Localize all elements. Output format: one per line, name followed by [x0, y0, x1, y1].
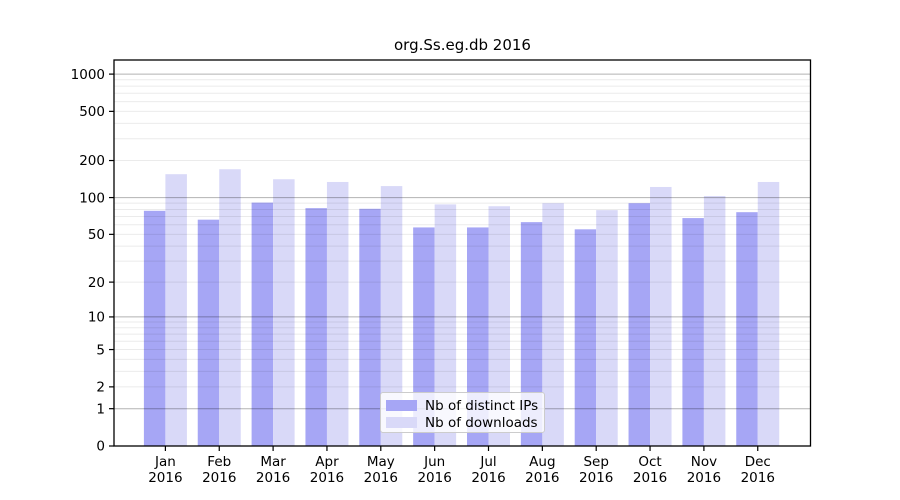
- x-tick-label-month-jan: Jan: [154, 454, 176, 470]
- chart-title: org.Ss.eg.db 2016: [394, 36, 531, 54]
- y-tick-label-20: 20: [88, 275, 105, 291]
- x-tick-label-year-may: 2016: [364, 470, 398, 486]
- y-tick-label-100: 100: [79, 190, 105, 206]
- bar-distinct-ips-jul: [467, 227, 489, 446]
- bar-downloads-may: [380, 186, 403, 446]
- bar-distinct-ips-mar: [251, 202, 274, 446]
- x-tick-label-month-feb: Feb: [207, 454, 231, 470]
- x-tick-label-month-aug: Aug: [529, 454, 555, 470]
- x-tick-label-year-mar: 2016: [256, 470, 290, 486]
- x-tick-label-year-dec: 2016: [741, 470, 775, 486]
- x-tick-label-year-jul: 2016: [471, 470, 505, 486]
- bar-downloads-nov: [703, 195, 726, 446]
- bar-downloads-jun: [434, 204, 457, 446]
- x-tick-label-month-dec: Dec: [745, 454, 771, 470]
- x-tick-label-year-jun: 2016: [417, 470, 451, 486]
- bar-downloads-dec: [757, 181, 780, 446]
- bar-distinct-ips-may: [359, 208, 381, 446]
- legend-swatch-downloads: [386, 417, 417, 428]
- bar-downloads-jan: [165, 174, 187, 446]
- bar-downloads-feb: [219, 169, 241, 446]
- x-tick-label-year-feb: 2016: [202, 470, 236, 486]
- x-tick-label-month-oct: Oct: [638, 454, 661, 470]
- bar-distinct-ips-feb: [197, 219, 220, 446]
- legend-label-downloads: Nb of downloads: [425, 414, 538, 431]
- bar-downloads-sep: [596, 210, 618, 446]
- y-tick-label-1000: 1000: [71, 67, 105, 83]
- x-tick-label-month-mar: Mar: [260, 454, 286, 470]
- y-tick-label-1: 1: [96, 401, 105, 417]
- bar-downloads-mar: [273, 179, 295, 446]
- y-tick-label-0: 0: [96, 439, 105, 455]
- bar-distinct-ips-oct: [628, 203, 651, 446]
- bar-downloads-aug: [542, 203, 564, 446]
- x-tick-label-year-apr: 2016: [310, 470, 344, 486]
- x-tick-label-year-jan: 2016: [148, 470, 182, 486]
- bar-distinct-ips-sep: [574, 229, 597, 446]
- x-tick-label-month-jun: Jun: [423, 454, 445, 470]
- legend-swatch-distinct-ips: [386, 400, 417, 411]
- y-tick-label-200: 200: [79, 153, 105, 169]
- x-tick-label-month-nov: Nov: [691, 454, 717, 470]
- x-tick-label-year-sep: 2016: [579, 470, 613, 486]
- bar-distinct-ips-aug: [520, 222, 543, 446]
- x-tick-label-year-oct: 2016: [633, 470, 667, 486]
- x-tick-label-month-jul: Jul: [479, 454, 496, 470]
- legend-item-downloads: Nb of downloads: [386, 414, 544, 431]
- x-tick-label-year-nov: 2016: [687, 470, 721, 486]
- y-tick-label-2: 2: [96, 380, 105, 396]
- y-tick-label-500: 500: [79, 104, 105, 120]
- legend-label-distinct-ips: Nb of distinct IPs: [425, 397, 539, 414]
- y-tick-label-50: 50: [88, 227, 105, 243]
- x-tick-label-month-sep: Sep: [583, 454, 608, 470]
- bar-distinct-ips-nov: [682, 218, 704, 446]
- y-tick-label-10: 10: [88, 310, 105, 326]
- plot-border: [113, 59, 812, 447]
- y-tick-label-5: 5: [96, 342, 105, 358]
- x-tick-label-year-aug: 2016: [525, 470, 559, 486]
- bar-distinct-ips-jan: [143, 210, 166, 446]
- x-tick-label-month-apr: Apr: [315, 454, 339, 470]
- bar-downloads-apr: [326, 181, 349, 446]
- legend-item-distinct-ips: Nb of distinct IPs: [386, 397, 544, 414]
- bar-distinct-ips-dec: [736, 212, 758, 446]
- chart-legend: Nb of distinct IPs Nb of downloads: [380, 392, 545, 433]
- x-tick-label-month-may: May: [367, 454, 395, 470]
- bar-distinct-ips-apr: [305, 208, 327, 446]
- bar-downloads-jul: [488, 206, 510, 446]
- bar-downloads-oct: [650, 186, 672, 446]
- bar-distinct-ips-jun: [413, 227, 435, 446]
